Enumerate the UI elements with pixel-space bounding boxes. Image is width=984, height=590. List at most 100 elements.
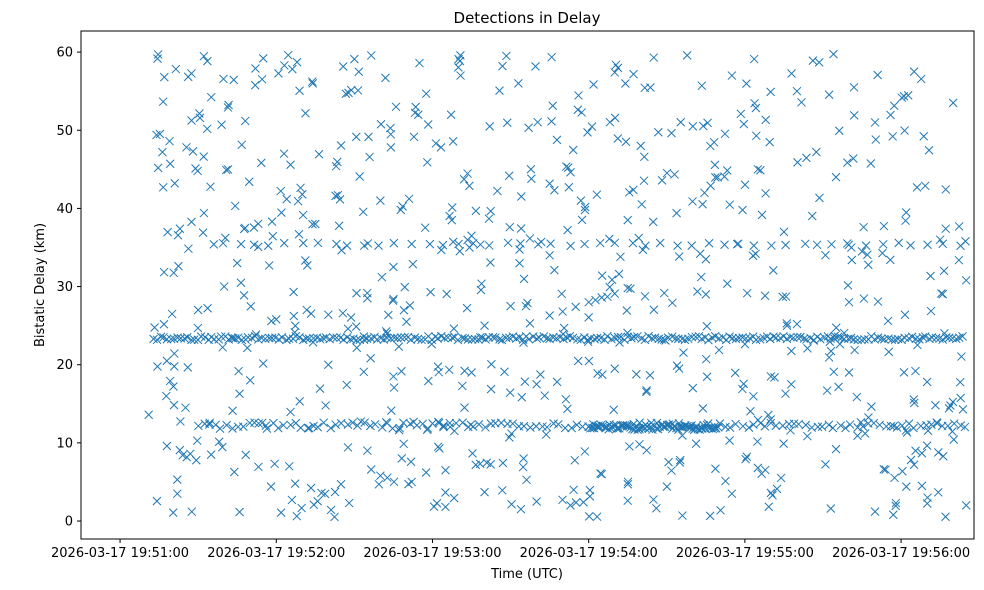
data-point-marker [948,397,958,407]
data-point-marker [547,117,556,126]
y-tick-label: 10 [56,436,73,451]
data-point-marker [610,113,620,123]
data-point-marker [610,289,620,298]
data-point-marker [162,441,172,451]
data-point-marker [501,333,511,343]
data-point-marker [563,404,572,414]
data-point-marker [253,219,263,229]
data-point-marker [673,241,682,250]
data-point-marker [406,457,416,467]
data-point-marker [173,230,183,240]
data-point-marker [396,333,406,342]
data-point-marker [951,334,961,344]
data-point-marker [711,464,720,474]
data-point-marker [647,333,657,343]
data-point-marker [429,502,439,512]
data-point-marker [739,379,749,389]
data-point-marker [495,334,504,344]
data-point-marker [576,196,586,205]
data-point-marker [223,165,233,174]
data-point-marker [892,423,902,432]
data-point-marker [292,57,302,67]
data-point-marker [343,324,353,334]
data-point-marker [821,460,830,469]
data-point-marker [794,419,803,429]
data-point-marker [482,458,492,468]
data-point-marker [446,110,456,120]
data-point-marker [258,54,268,63]
data-point-marker [811,147,821,157]
data-point-marker [662,482,672,492]
data-point-marker [222,420,232,430]
data-point-marker [267,316,276,326]
data-point-marker [766,415,775,424]
data-point-marker [319,418,329,428]
data-point-marker [623,479,633,489]
data-point-marker [938,451,948,461]
data-point-marker [861,241,871,250]
data-point-marker [728,333,737,343]
data-point-marker [366,51,376,60]
chart-title: Detections in Delay [454,9,601,27]
data-point-marker [751,249,760,259]
data-point-marker [948,98,958,108]
data-point-marker [603,292,612,302]
data-point-marker [338,62,348,71]
data-point-marker [843,158,852,167]
data-point-marker [610,238,620,248]
x-axis-title: Time (UTC) [490,567,563,582]
data-point-marker [165,136,174,146]
data-point-marker [933,487,943,497]
data-point-marker [778,292,788,302]
data-point-marker [672,361,682,370]
data-point-marker [377,423,387,432]
data-point-marker [159,267,169,277]
data-point-marker [702,321,712,331]
data-point-marker [344,498,354,508]
data-point-marker [948,427,957,436]
data-point-marker [169,349,179,358]
data-point-marker [205,420,214,429]
data-point-marker [867,402,876,412]
data-point-marker [152,496,162,506]
data-point-marker [256,158,266,168]
data-point-marker [237,335,247,345]
data-point-marker [701,290,711,299]
data-point-marker [376,196,385,205]
data-point-marker [303,423,313,433]
data-point-marker [525,319,535,328]
data-point-marker [396,205,406,215]
data-point-marker [919,131,929,141]
data-point-marker [253,335,263,344]
data-point-marker [516,504,526,514]
data-point-marker [913,340,922,350]
data-point-marker [668,298,677,308]
data-point-marker [825,337,835,347]
data-point-marker [674,252,684,261]
data-point-marker [939,266,949,276]
data-point-marker [584,356,594,366]
data-point-marker [652,503,661,513]
data-point-marker [355,335,365,345]
data-point-marker [901,482,911,492]
data-point-marker [639,176,649,186]
data-point-marker [493,186,502,196]
data-point-marker [667,128,676,138]
data-point-marker [589,80,598,89]
data-point-marker [888,132,898,141]
data-point-marker [253,242,263,252]
data-point-marker [302,334,311,343]
data-point-marker [230,201,240,211]
data-point-marker [678,511,687,520]
data-point-marker [422,425,432,435]
data-point-marker [236,278,246,288]
data-point-marker [286,420,296,430]
data-point-marker [400,332,409,342]
data-point-marker [815,193,824,203]
data-point-marker [931,400,940,410]
data-point-marker [926,306,936,316]
data-point-marker [294,229,304,239]
data-point-marker [873,70,882,80]
data-point-marker [721,476,730,486]
data-point-marker [366,353,375,363]
